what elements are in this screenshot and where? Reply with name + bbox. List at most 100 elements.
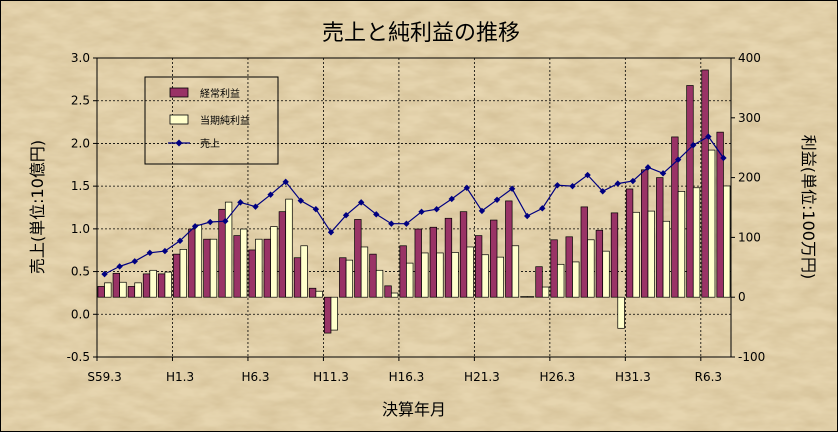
bar-touki-jun-rieki	[224, 201, 233, 298]
bar-keijo-rieki	[701, 69, 709, 298]
bar-touki-jun-rieki	[179, 249, 187, 298]
y-right-tick-label: -100	[738, 350, 765, 364]
x-tick-label: H26.3	[540, 370, 576, 384]
bar-touki-jun-rieki	[164, 271, 172, 298]
bar-touki-jun-rieki	[149, 269, 157, 298]
sales-marker	[508, 185, 516, 192]
sales-marker	[614, 180, 621, 187]
bar-touki-jun-rieki	[436, 252, 444, 298]
bar-touki-jun-rieki	[602, 250, 610, 298]
bar-keijo-rieki	[641, 169, 649, 298]
bar-keijo-rieki	[112, 272, 120, 298]
x-tick-label: H6.3	[241, 370, 269, 384]
bar-keijo-rieki	[414, 228, 422, 298]
sales-marker	[705, 133, 712, 140]
y-left-tick-label: 3.0	[71, 51, 90, 65]
sales-marker	[493, 196, 501, 204]
sales-marker	[539, 205, 546, 212]
legend-label-sales: 売上	[200, 137, 220, 150]
bar-keijo-rieki	[490, 219, 498, 298]
sales-marker	[599, 188, 606, 195]
sales-marker	[282, 178, 289, 186]
sales-marker	[161, 247, 169, 255]
bar-keijo-rieki	[339, 257, 347, 298]
bar-keijo-rieki	[535, 266, 543, 298]
sales-marker	[569, 182, 576, 190]
legend-label-keijo-rieki: 経常利益	[200, 87, 240, 100]
bar-touki-jun-rieki	[541, 286, 550, 298]
bar-touki-jun-rieki	[708, 149, 716, 298]
bar-touki-jun-rieki	[466, 246, 474, 298]
y-left-tick-label: 0.0	[71, 307, 90, 321]
sales-marker	[690, 141, 697, 149]
sales-marker	[342, 211, 350, 219]
chart-title: 売上と純利益の推移	[322, 21, 520, 46]
legend-label-touki-jun-rieki: 当期純利益	[200, 114, 250, 127]
bar-touki-jun-rieki	[677, 191, 686, 298]
bar-keijo-rieki	[384, 285, 392, 298]
legend-swatch-touki-jun-rieki	[169, 114, 189, 125]
sales-marker	[674, 156, 682, 163]
sales-marker	[659, 170, 667, 177]
y-left-tick-label: -0.5	[67, 350, 90, 364]
bar-keijo-rieki	[142, 273, 151, 298]
y-right-tick-label: 200	[738, 171, 761, 185]
bar-touki-jun-rieki	[632, 211, 640, 298]
bar-keijo-rieki	[308, 287, 317, 298]
y-left-tick-label: 2.5	[71, 94, 90, 108]
bar-keijo-rieki	[459, 211, 468, 298]
bar-keijo-rieki	[580, 206, 588, 298]
sales-marker	[207, 218, 214, 226]
axis-ticks: 3.0 2.5 2.0 1.5 1.0 0.5 0.0 -0.5 400 300 200 100 0 -1…	[67, 51, 766, 384]
bar-touki-jun-rieki	[692, 187, 701, 298]
sales-marker	[433, 206, 440, 213]
bar-keijo-rieki	[550, 239, 558, 298]
bar-touki-jun-rieki	[104, 282, 112, 298]
sales-marker	[720, 154, 727, 162]
gridlines	[97, 58, 731, 357]
bar-touki-jun-rieki	[255, 238, 263, 298]
y-left-tick-label: 0.5	[71, 265, 90, 279]
sales-marker	[327, 229, 335, 236]
bar-keijo-rieki	[233, 235, 241, 298]
sales-marker	[357, 199, 365, 206]
bar-keijo-rieki	[157, 273, 166, 298]
y-right-tick-label: 300	[738, 111, 761, 125]
bar-keijo-rieki	[278, 211, 287, 298]
sales-marker	[116, 263, 123, 270]
sales-marker	[478, 207, 486, 215]
bar-touki-jun-rieki	[526, 296, 535, 298]
bar-keijo-rieki	[324, 296, 332, 334]
bar-touki-jun-rieki	[300, 245, 308, 298]
bar-keijo-rieki	[97, 286, 105, 298]
bar-keijo-rieki	[173, 253, 181, 298]
bar-touki-jun-rieki	[134, 282, 142, 298]
bar-keijo-rieki	[248, 249, 256, 298]
bar-touki-jun-rieki	[587, 239, 595, 298]
sales-marker	[252, 203, 259, 210]
bar-touki-jun-rieki	[315, 290, 323, 298]
bar-keijo-rieki	[369, 253, 377, 298]
sales-marker	[388, 220, 395, 227]
bar-keijo-rieki	[656, 177, 664, 298]
bar-keijo-rieki	[686, 85, 694, 298]
y-right-tick-label: 400	[738, 51, 761, 65]
bar-touki-jun-rieki	[270, 226, 278, 298]
bar-keijo-rieki	[595, 229, 604, 298]
plot-area-border	[96, 57, 732, 358]
x-tick-label: H11.3	[313, 370, 349, 384]
x-tick-label: H31.3	[615, 370, 651, 384]
bar-touki-jun-rieki	[662, 220, 671, 298]
sales-marker	[101, 270, 108, 278]
y-axis-left-label: 売上(単位:10億円)	[28, 140, 47, 274]
bar-keijo-rieki	[203, 238, 211, 298]
sales-marker	[146, 249, 154, 256]
bar-keijo-rieki	[625, 188, 634, 298]
bar-touki-jun-rieki	[421, 252, 429, 298]
sales-marker	[297, 197, 304, 204]
sales-marker	[629, 177, 637, 185]
x-tick-label: H21.3	[464, 370, 500, 384]
bar-keijo-rieki	[263, 238, 271, 298]
bar-keijo-rieki	[354, 219, 362, 298]
x-tick-label: R6.3	[695, 370, 722, 384]
